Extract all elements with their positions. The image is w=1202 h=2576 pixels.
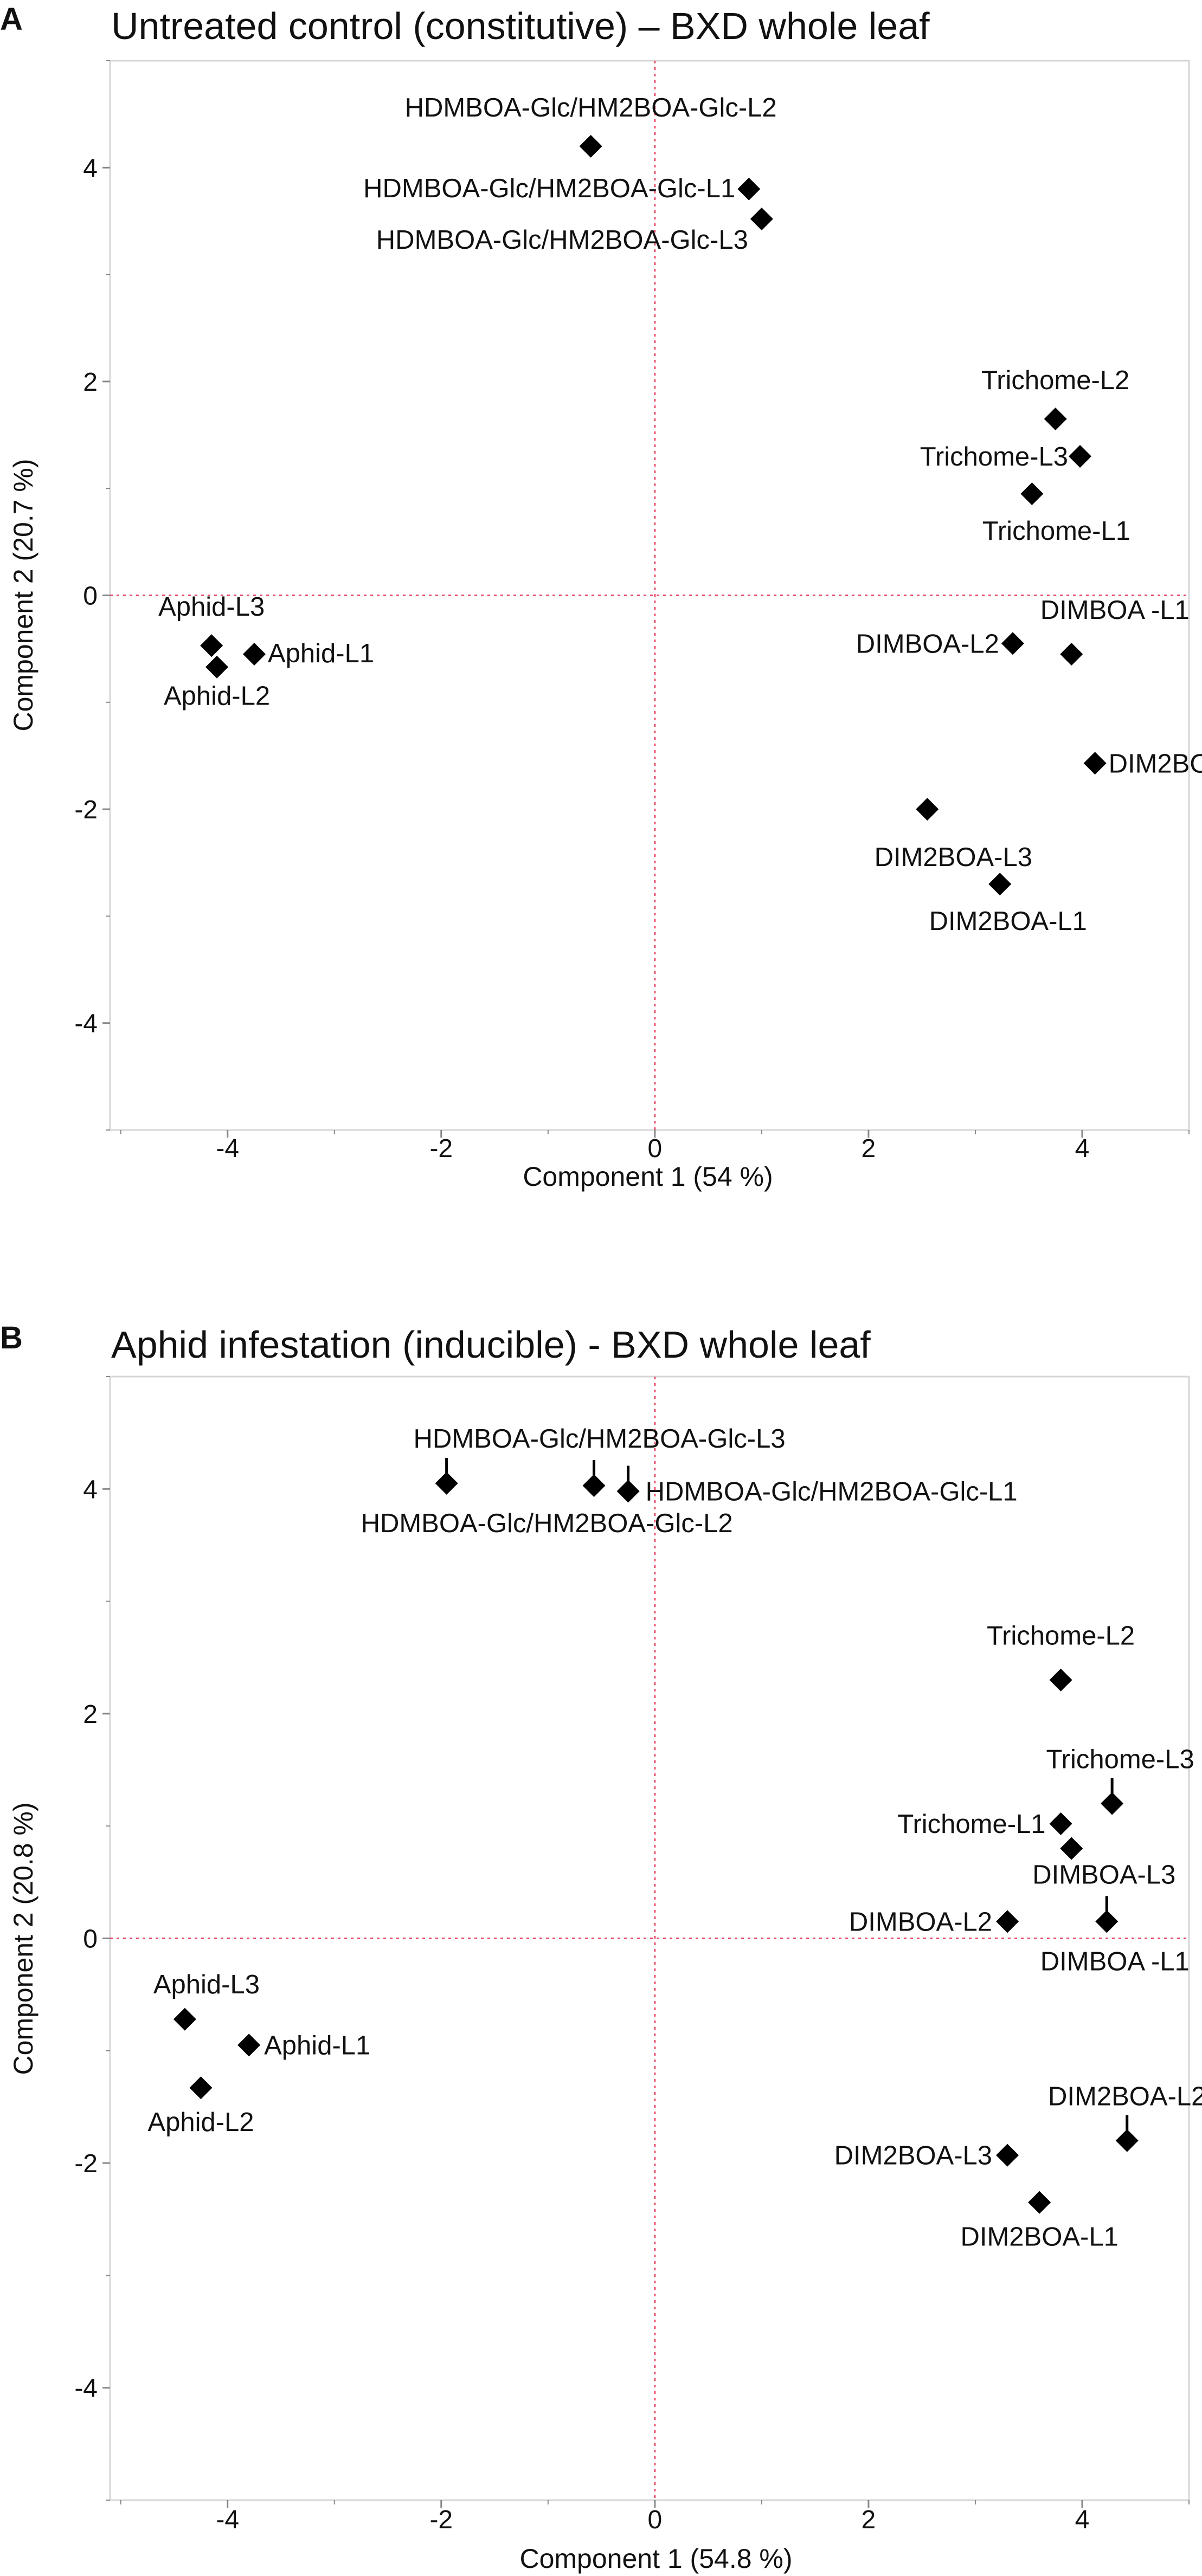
data-point-marker: [173, 2007, 196, 2031]
x-tick-label: -4: [216, 2506, 239, 2534]
data-point-marker: [200, 634, 223, 657]
data-point-marker: [1115, 2129, 1139, 2152]
data-point-label: DIM2BOA-L3: [834, 2141, 992, 2171]
data-point-marker: [1060, 1837, 1083, 1860]
x-tick-label: 4: [1075, 2506, 1090, 2534]
x-tick-label: -2: [429, 1134, 453, 1163]
y-axis-label: Component 2 (20.8 %): [8, 1802, 38, 2075]
data-point-marker: [1083, 752, 1107, 775]
data-point-label: Aphid-L2: [147, 2108, 254, 2137]
data-point-marker: [1095, 1910, 1119, 1933]
x-tick-label: 0: [647, 1134, 662, 1163]
data-point-marker: [1101, 1792, 1124, 1815]
x-axis-label: Component 1 (54 %): [523, 1161, 773, 1192]
plot-frame: [109, 1376, 1190, 2501]
data-point-label: DIMBOA-L3: [1032, 1861, 1175, 1890]
data-point-label: Aphid-L3: [158, 592, 265, 622]
data-point-label: Trichome-L2: [981, 366, 1129, 395]
data-point-label: Trichome-L2: [987, 1622, 1135, 1651]
data-point-label: HDMBOA-Glc/HM2BOA-Glc-L2: [361, 1509, 733, 1538]
data-point-marker: [1001, 632, 1024, 655]
x-tick-label: 0: [647, 2506, 662, 2534]
y-tick-label: -2: [74, 796, 98, 824]
data-point-label: Trichome-L3: [920, 442, 1068, 472]
data-point-label: HDMBOA-Glc/HM2BOA-Glc-L3: [376, 225, 748, 255]
y-tick-label: 0: [83, 1925, 98, 1954]
data-point-marker: [750, 208, 773, 231]
y-tick-label: 2: [83, 1700, 98, 1729]
data-point-label: DIMBOA -L1: [1040, 1947, 1190, 1976]
data-point-label: HDMBOA-Glc/HM2BOA-Glc-L1: [646, 1477, 1018, 1506]
data-point-label: DIMBOA-L2: [856, 629, 999, 658]
y-tick-label: 0: [83, 582, 98, 611]
data-point-marker: [1069, 445, 1092, 468]
data-point-label: DIM2BOA-L2: [1109, 749, 1202, 778]
x-tick-label: 2: [862, 2506, 876, 2534]
x-tick-label: -2: [429, 2506, 453, 2534]
data-point-marker: [435, 1471, 458, 1495]
data-point-label: HDMBOA-Glc/HM2BOA-Glc-L3: [414, 1424, 786, 1454]
chart-title: Untreated control (constitutive) – BXD w…: [111, 5, 930, 47]
data-point-marker: [1028, 2191, 1051, 2214]
data-point-marker: [205, 655, 229, 679]
y-tick-label: -4: [74, 1010, 98, 1038]
y-tick-label: -2: [74, 2149, 98, 2178]
data-point-marker: [616, 1480, 640, 1503]
data-point-label: DIMBOA-L2: [849, 1907, 992, 1936]
plot-frame: [109, 60, 1190, 1131]
chart-panel-a: A Untreated control (constitutive) – BXD …: [0, 2, 1202, 1192]
data-point-marker: [996, 2144, 1019, 2167]
y-tick-label: 4: [83, 154, 98, 183]
data-point-label: Aphid-L1: [268, 639, 374, 668]
data-point-label: HDMBOA-Glc/HM2BOA-Glc-L2: [405, 93, 777, 122]
chart-title: Aphid infestation (inducible) - BXD whol…: [111, 1323, 871, 1366]
data-point-marker: [237, 2033, 261, 2057]
data-point-label: Trichome-L1: [897, 1810, 1045, 1839]
data-point-label: DIM2BOA-L2: [1048, 2082, 1202, 2112]
x-axis-label: Component 1 (54.8 %): [519, 2543, 792, 2574]
data-point-marker: [1020, 482, 1044, 506]
y-axis-label: Component 2 (20.7 %): [8, 459, 38, 731]
data-point-label: DIM2BOA-L1: [929, 907, 1087, 936]
data-point-label: DIM2BOA-L3: [875, 843, 1032, 872]
data-point-marker: [579, 134, 602, 158]
data-point-label: DIM2BOA-L1: [960, 2223, 1118, 2252]
data-point-marker: [1060, 643, 1083, 666]
data-point-marker: [737, 177, 761, 201]
data-point-marker: [1044, 407, 1067, 430]
data-point-marker: [582, 1474, 606, 1497]
x-tick-label: 2: [862, 1134, 876, 1163]
data-point-marker: [1049, 1668, 1072, 1691]
y-tick-label: 4: [83, 1475, 98, 1504]
data-point-label: Trichome-L1: [982, 517, 1130, 546]
data-point-label: Aphid-L1: [264, 2031, 370, 2060]
data-point-label: Trichome-L3: [1046, 1745, 1194, 1774]
x-tick-label: -4: [216, 1134, 239, 1163]
panel-letter: B: [0, 1320, 23, 1355]
data-point-marker: [916, 798, 939, 821]
data-point-marker: [1049, 1812, 1072, 1836]
data-point-marker: [242, 643, 266, 666]
chart-panel-b: B Aphid infestation (inducible) - BXD who…: [0, 1320, 1202, 2574]
data-point-marker: [988, 873, 1012, 896]
data-point-label: HDMBOA-Glc/HM2BOA-Glc-L1: [363, 174, 735, 203]
data-point-label: DIMBOA -L1: [1040, 596, 1190, 625]
data-point-label: Aphid-L3: [153, 1970, 260, 1999]
data-point-marker: [996, 1910, 1019, 1933]
y-tick-label: -4: [74, 2374, 98, 2403]
data-point-label: Aphid-L2: [164, 682, 270, 711]
x-tick-label: 4: [1075, 1134, 1090, 1163]
panel-letter: A: [0, 2, 23, 37]
data-point-marker: [189, 2076, 213, 2100]
y-tick-label: 2: [83, 368, 98, 397]
